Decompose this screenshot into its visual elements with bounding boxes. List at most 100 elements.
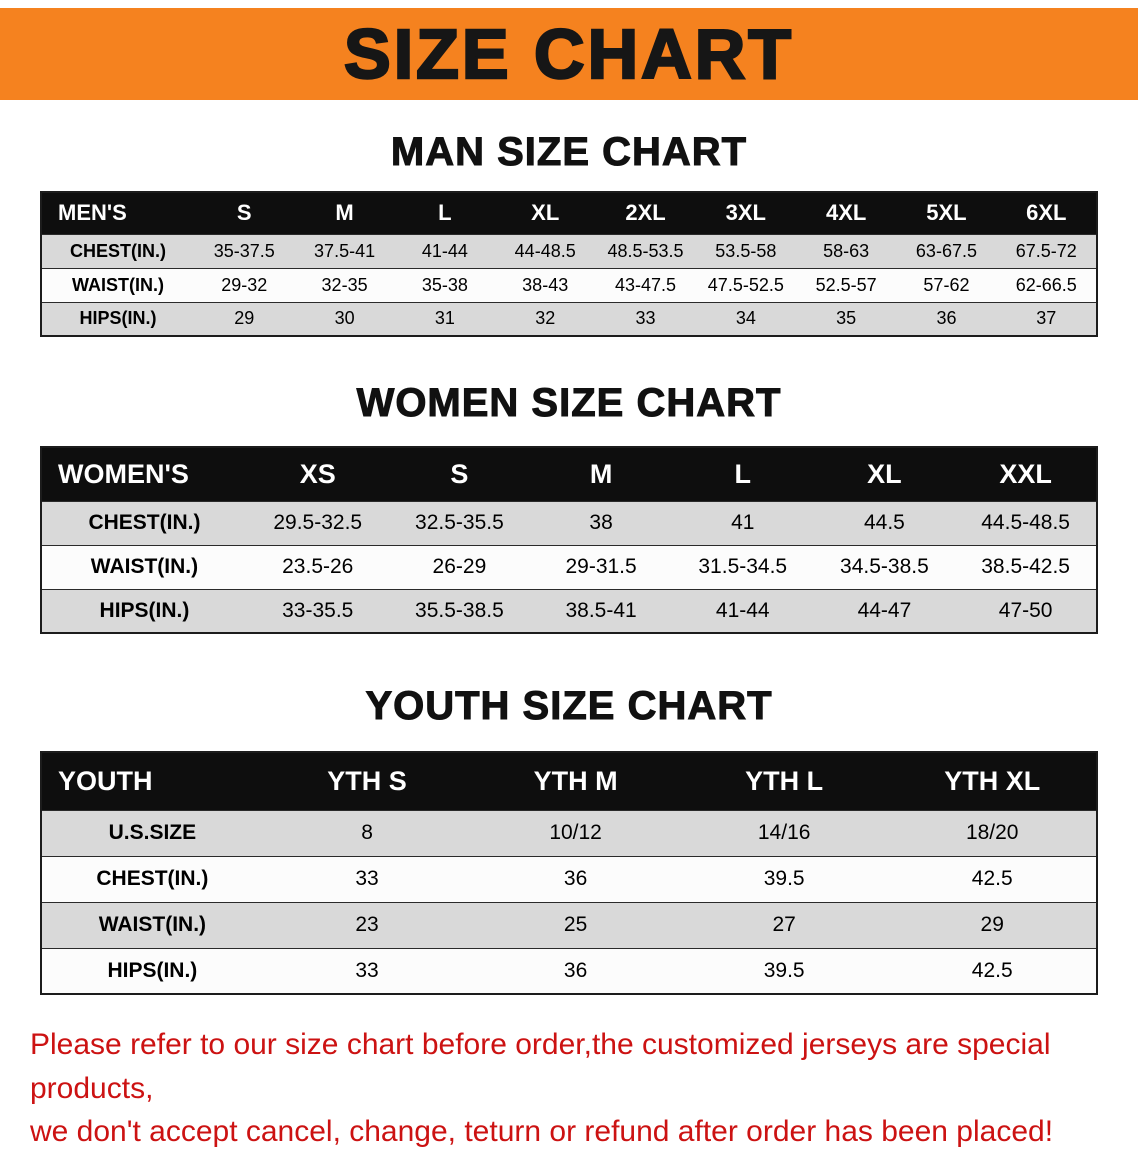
measurement-value-cell: 44.5 (813, 500, 956, 545)
measurement-row: CHEST(IN.) 35-37.5 37.5-41 41-44 44-48.5 48.5… (41, 233, 1097, 268)
size-header-cell: 5XL (896, 192, 997, 234)
table-title-cell: WOMEN'S (41, 447, 247, 501)
row-label-cell: CHEST(IN.) (41, 500, 247, 545)
row-label-cell: HIPS(IN.) (41, 588, 247, 633)
youth-section-heading: YOUTH SIZE CHART (365, 684, 773, 729)
measurement-value-cell: 36 (471, 855, 680, 902)
size-header-cell: M (530, 447, 672, 501)
measurement-value-cell: 14/16 (679, 809, 889, 856)
measurement-value-cell: 35-38 (394, 267, 496, 302)
measurement-value-cell: 53.5-58 (695, 233, 796, 268)
measurement-value-cell: 29 (888, 901, 1097, 948)
measurement-value-cell: 39.5 (679, 855, 889, 902)
men-size-table: MEN'S S M L XL 2XL 3XL 4XL 5XL 6XL CHEST(IN.) 35-37… (40, 191, 1098, 337)
measurement-value-cell: 39.5 (679, 947, 889, 994)
measurement-value-cell: 44-47 (813, 588, 956, 633)
measurement-value-cell: 33 (262, 947, 472, 994)
measurement-value-cell: 47.5-52.5 (695, 267, 796, 302)
measurement-value-cell: 52.5-57 (795, 267, 897, 302)
measurement-value-cell: 33 (595, 301, 696, 336)
size-header-cell: XL (813, 447, 956, 501)
size-header-cell: 2XL (595, 192, 696, 234)
measurement-row: CHEST(IN.) 29.5-32.5 32.5-35.5 38 41 44.5 44.5… (41, 500, 1097, 545)
men-section-heading: MAN SIZE CHART (390, 130, 748, 175)
measurement-value-cell: 33 (262, 855, 472, 902)
measurement-value-cell: 37 (996, 301, 1097, 336)
measurement-value-cell: 35.5-38.5 (388, 588, 531, 633)
men-section: MAN SIZE CHART MEN'S S M L XL 2XL 3XL 4XL 5XL 6XL… (0, 130, 1138, 337)
size-header-cell: YTH L (679, 752, 889, 810)
size-header-cell: S (388, 447, 531, 501)
measurement-row: WAIST(IN.) 23 25 27 29 (41, 901, 1097, 948)
measurement-value-cell: 38.5-41 (530, 588, 672, 633)
size-header-cell: 4XL (795, 192, 897, 234)
size-header-cell: L (671, 447, 814, 501)
measurement-row: HIPS(IN.) 29 30 31 32 33 34 35 36 37 (41, 301, 1097, 336)
measurement-value-cell: 8 (262, 809, 472, 856)
row-label-cell: U.S.SIZE (41, 809, 263, 856)
measurement-value-cell: 63-67.5 (896, 233, 997, 268)
measurement-value-cell: 10/12 (471, 809, 680, 856)
measurement-value-cell: 34 (695, 301, 796, 336)
size-header-cell: YTH S (262, 752, 472, 810)
women-section-heading: WOMEN SIZE CHART (356, 381, 782, 426)
measurement-value-cell: 38.5-42.5 (955, 544, 1097, 589)
measurement-value-cell: 36 (471, 947, 680, 994)
measurement-value-cell: 33-35.5 (246, 588, 389, 633)
measurement-value-cell: 41-44 (671, 588, 814, 633)
measurement-value-cell: 44-48.5 (495, 233, 596, 268)
measurement-value-cell: 27 (679, 901, 889, 948)
size-header-cell: XXL (955, 447, 1097, 501)
measurement-row: CHEST(IN.) 33 36 39.5 42.5 (41, 855, 1097, 902)
table-title-cell: YOUTH (41, 752, 263, 810)
measurement-value-cell: 41-44 (394, 233, 496, 268)
row-label-cell: HIPS(IN.) (41, 947, 263, 994)
measurement-row: HIPS(IN.) 33 36 39.5 42.5 (41, 947, 1097, 994)
measurement-value-cell: 29-32 (194, 267, 295, 302)
row-label-cell: CHEST(IN.) (41, 233, 195, 268)
row-label-cell: CHEST(IN.) (41, 855, 263, 902)
women-size-table: WOMEN'S XS S M L XL XXL CHEST(IN.) 29.5-32.5 32.5… (40, 446, 1098, 634)
measurement-value-cell: 44.5-48.5 (955, 500, 1097, 545)
measurement-value-cell: 62-66.5 (996, 267, 1097, 302)
measurement-row: HIPS(IN.) 33-35.5 35.5-38.5 38.5-41 41-44 44-… (41, 588, 1097, 633)
row-label-cell: WAIST(IN.) (41, 267, 195, 302)
measurement-value-cell: 30 (294, 301, 395, 336)
measurement-value-cell: 32 (495, 301, 596, 336)
size-header-cell: XL (495, 192, 596, 234)
measurement-value-cell: 23.5-26 (246, 544, 389, 589)
measurement-value-cell: 32.5-35.5 (388, 500, 531, 545)
measurement-value-cell: 67.5-72 (996, 233, 1097, 268)
measurement-value-cell: 26-29 (388, 544, 531, 589)
measurement-value-cell: 25 (471, 901, 680, 948)
size-header-cell: YTH XL (888, 752, 1097, 810)
size-header-cell: 3XL (695, 192, 796, 234)
measurement-value-cell: 58-63 (795, 233, 897, 268)
measurement-row: WAIST(IN.) 29-32 32-35 35-38 38-43 43-47.5 47.… (41, 267, 1097, 302)
measurement-value-cell: 31.5-34.5 (671, 544, 814, 589)
measurement-value-cell: 37.5-41 (294, 233, 395, 268)
youth-size-table: YOUTH YTH S YTH M YTH L YTH XL U.S.SIZE 8 10/12… (40, 751, 1098, 995)
header-row: YOUTH YTH S YTH M YTH L YTH XL (41, 752, 1097, 810)
row-label-cell: WAIST(IN.) (41, 544, 247, 589)
row-label-cell: WAIST(IN.) (41, 901, 263, 948)
measurement-value-cell: 38 (530, 500, 672, 545)
measurement-value-cell: 42.5 (888, 855, 1097, 902)
measurement-value-cell: 48.5-53.5 (595, 233, 696, 268)
header-row: MEN'S S M L XL 2XL 3XL 4XL 5XL 6XL (41, 192, 1097, 234)
size-header-cell: L (394, 192, 496, 234)
measurement-value-cell: 43-47.5 (595, 267, 696, 302)
size-header-cell: 6XL (996, 192, 1097, 234)
measurement-value-cell: 29 (194, 301, 295, 336)
measurement-value-cell: 31 (394, 301, 496, 336)
measurement-value-cell: 29-31.5 (530, 544, 672, 589)
footer-notice: Please refer to our size chart before or… (30, 1023, 1108, 1154)
measurement-value-cell: 35 (795, 301, 897, 336)
measurement-value-cell: 34.5-38.5 (813, 544, 956, 589)
measurement-value-cell: 57-62 (896, 267, 997, 302)
size-chart-page: SIZE CHART MAN SIZE CHART MEN'S S M L XL 2XL 3… (0, 8, 1138, 1154)
size-header-cell: M (294, 192, 395, 234)
header-row: WOMEN'S XS S M L XL XXL (41, 447, 1097, 501)
measurement-value-cell: 42.5 (888, 947, 1097, 994)
notice-line-1: Please refer to our size chart before or… (30, 1028, 1051, 1105)
